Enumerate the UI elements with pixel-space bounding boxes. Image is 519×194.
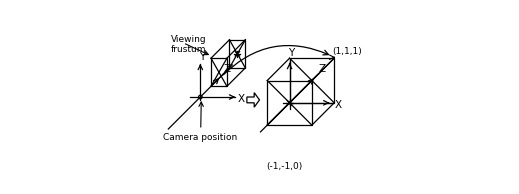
Text: X: X: [335, 100, 342, 110]
Text: Z: Z: [224, 64, 231, 74]
Text: Y: Y: [288, 48, 294, 58]
Text: X: X: [238, 94, 244, 104]
Text: Y: Y: [199, 52, 205, 62]
Text: Z: Z: [318, 64, 325, 74]
Text: (1,1,1): (1,1,1): [332, 47, 362, 56]
Text: Camera position: Camera position: [163, 102, 238, 142]
Text: (-1,-1,0): (-1,-1,0): [266, 162, 303, 171]
Text: Viewing
frustum: Viewing frustum: [171, 35, 207, 54]
